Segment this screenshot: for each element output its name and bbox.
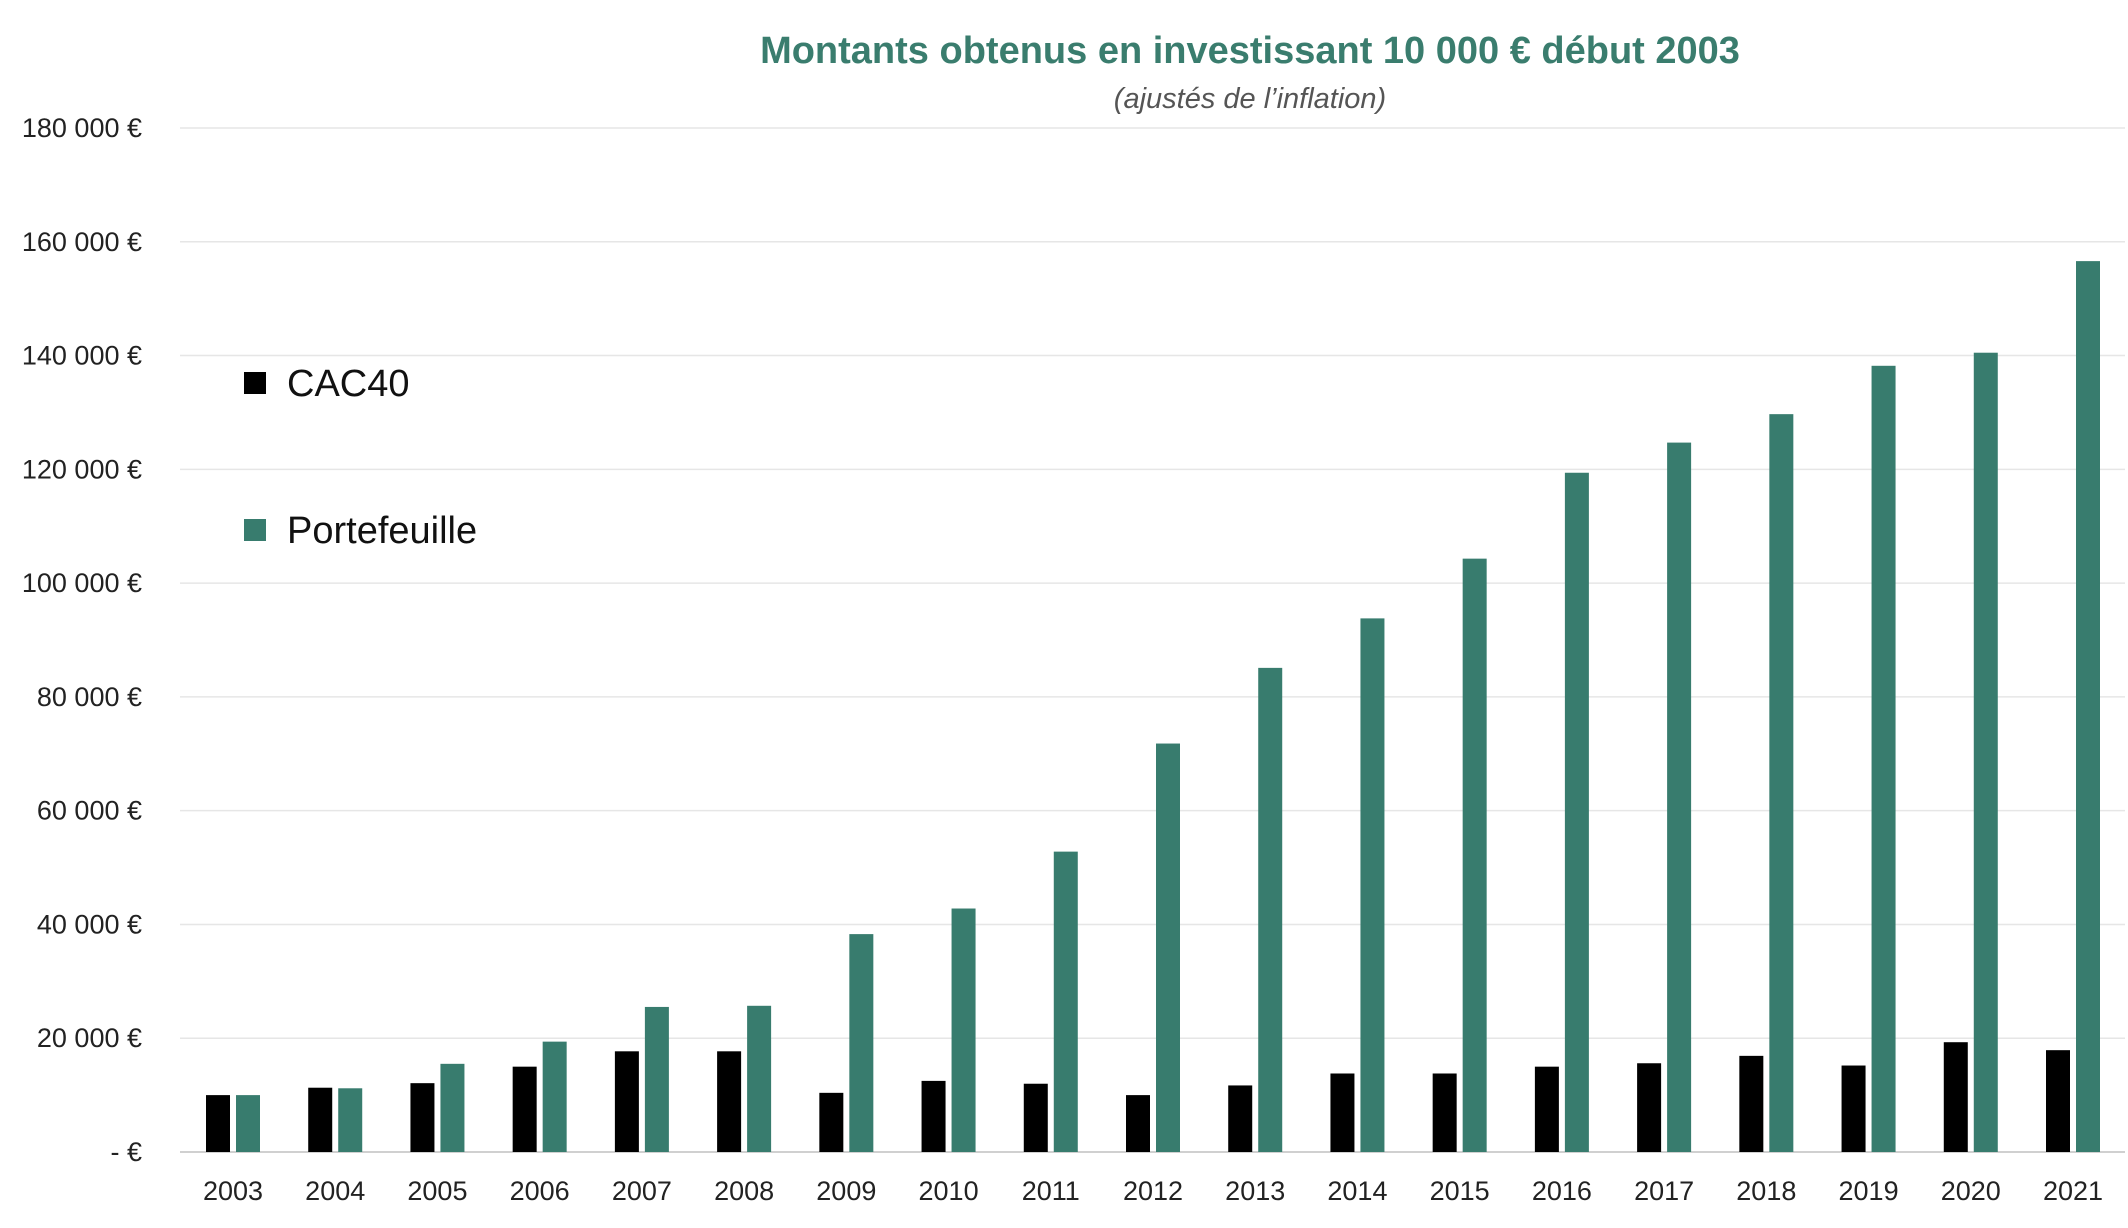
bar-portefeuille-2012 <box>1156 743 1180 1152</box>
y-tick-label: 100 000 € <box>22 568 142 598</box>
y-tick-label: 120 000 € <box>22 454 142 484</box>
bar-portefeuille-2007 <box>644 1006 669 1152</box>
x-tick-label: 2008 <box>714 1176 774 1206</box>
bar-cac40-2004 <box>308 1087 333 1152</box>
bar-cac40-2009 <box>819 1092 844 1152</box>
x-tick-label: 2003 <box>203 1176 263 1206</box>
x-tick-label: 2006 <box>510 1176 570 1206</box>
x-tick-label: 2018 <box>1736 1176 1796 1206</box>
chart-title: Montants obtenus en investissant 10 000 … <box>760 30 1740 72</box>
bar-cac40-2008 <box>717 1051 742 1152</box>
legend-label-cac40: CAC40 <box>287 363 410 405</box>
bar-portefeuille-2006 <box>542 1041 567 1152</box>
y-tick-label: 140 000 € <box>22 341 142 371</box>
bar-cac40-2006 <box>512 1066 537 1152</box>
bar-cac40-2013 <box>1228 1085 1253 1152</box>
bar-portefeuille-2021 <box>2076 261 2100 1152</box>
bar-cac40-2010 <box>921 1080 946 1152</box>
legend: CAC40 Portefeuille <box>244 363 477 552</box>
bar-cac40-2021 <box>2046 1050 2070 1152</box>
bar-cac40-2011 <box>1023 1083 1048 1152</box>
bar-cac40-2016 <box>1534 1066 1559 1152</box>
bar-portefeuille-2016 <box>1564 472 1589 1152</box>
y-tick-label: 160 000 € <box>22 227 142 257</box>
y-tick-label: 80 000 € <box>37 682 142 712</box>
x-tick-label: 2015 <box>1430 1176 1490 1206</box>
x-tick-label: 2011 <box>1022 1176 1080 1206</box>
gridlines <box>180 127 2125 1153</box>
x-tick-label: 2013 <box>1225 1176 1285 1206</box>
legend-swatch-portefeuille <box>244 519 266 541</box>
x-tick-label: 2007 <box>612 1176 672 1206</box>
bar-portefeuille-2017 <box>1667 442 1692 1152</box>
bar-portefeuille-2005 <box>440 1063 465 1152</box>
bar-cac40-2003 <box>206 1095 230 1152</box>
x-tick-label: 2005 <box>407 1176 467 1206</box>
bar-cac40-2017 <box>1637 1063 1662 1152</box>
bar-portefeuille-2015 <box>1462 558 1487 1152</box>
y-tick-label: 60 000 € <box>37 796 142 826</box>
x-tick-label: 2020 <box>1941 1176 2001 1206</box>
x-tick-label: 2012 <box>1123 1176 1183 1206</box>
x-tick-label: 2017 <box>1634 1176 1694 1206</box>
bar-portefeuille-2018 <box>1769 414 1794 1152</box>
y-tick-label: 40 000 € <box>37 909 142 939</box>
bar-cac40-2020 <box>1943 1042 1968 1152</box>
x-tick-label: 2010 <box>919 1176 979 1206</box>
bars <box>206 261 2100 1153</box>
y-tick-label: 20 000 € <box>37 1023 142 1053</box>
x-tick-label: 2014 <box>1327 1176 1387 1206</box>
x-axis: 2003 2004 2005 2006 2007 2008 2009 2010 2011 2012… <box>203 1176 2103 1206</box>
y-axis: - € 20 000 € 40 000 € 60 000 € 80 000 € 100 0… <box>22 113 142 1167</box>
legend-label-portefeuille: Portefeuille <box>287 510 477 552</box>
x-tick-label: 2021 <box>2043 1176 2103 1206</box>
bar-portefeuille-2003 <box>236 1095 260 1152</box>
bar-portefeuille-2004 <box>338 1088 363 1152</box>
bar-cac40-2015 <box>1432 1073 1457 1152</box>
bar-cac40-2012 <box>1126 1095 1150 1152</box>
y-tick-label: - € <box>110 1137 142 1167</box>
bar-cac40-2018 <box>1739 1055 1764 1152</box>
chart-subtitle: (ajustés de l’inflation) <box>1114 83 1386 115</box>
bar-portefeuille-2011 <box>1053 851 1078 1152</box>
x-tick-label: 2019 <box>1839 1176 1899 1206</box>
x-tick-label: 2016 <box>1532 1176 1592 1206</box>
bar-cac40-2005 <box>410 1083 435 1152</box>
x-tick-label: 2004 <box>305 1176 365 1206</box>
x-tick-label: 2009 <box>816 1176 876 1206</box>
bar-portefeuille-2009 <box>849 934 874 1152</box>
bar-cac40-2019 <box>1841 1065 1866 1152</box>
bar-portefeuille-2019 <box>1871 365 1896 1153</box>
bar-portefeuille-2008 <box>747 1005 772 1152</box>
bar-portefeuille-2020 <box>1973 352 1998 1152</box>
bar-portefeuille-2010 <box>951 908 976 1152</box>
bar-portefeuille-2014 <box>1360 618 1385 1152</box>
legend-swatch-cac40 <box>244 372 266 394</box>
bar-portefeuille-2013 <box>1258 667 1283 1152</box>
bar-cac40-2014 <box>1330 1073 1355 1152</box>
bar-cac40-2007 <box>614 1051 639 1152</box>
y-tick-label: 180 000 € <box>22 113 142 143</box>
